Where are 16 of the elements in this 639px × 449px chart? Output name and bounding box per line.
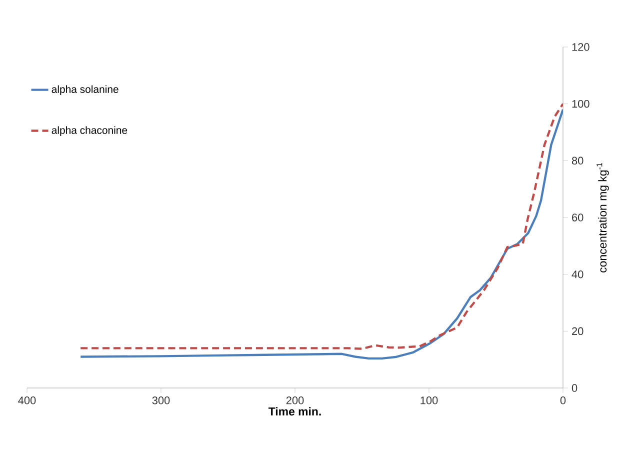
x-tick-label: 400 (18, 396, 36, 404)
y-tick-label: 0 (572, 384, 578, 392)
y-tick-label: 80 (572, 156, 584, 165)
legend-label: alpha solanine (52, 85, 118, 96)
x-axis-title: Time min. (268, 407, 321, 416)
y-tick-label: 20 (572, 327, 584, 336)
x-tick-label: 300 (152, 396, 170, 404)
y-tick-label: 60 (572, 214, 584, 222)
x-tick-label: 200 (286, 396, 304, 404)
y-tick-label: 40 (572, 270, 584, 278)
x-tick-label: 0 (560, 396, 566, 404)
legend-label: alpha chaconine (52, 126, 128, 136)
y-axis-title: concentration mg kg$^{-1}$ (596, 162, 609, 272)
y-tick-label: 100 (572, 100, 590, 108)
y-tick-label: 120 (572, 43, 590, 51)
x-tick-label: 100 (420, 396, 438, 404)
